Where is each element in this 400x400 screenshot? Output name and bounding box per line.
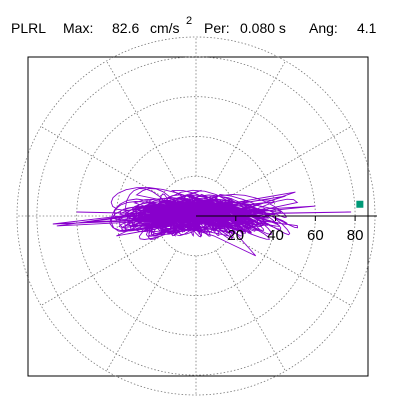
per-value: 0.080 s <box>240 20 286 36</box>
grid-spoke-330 <box>230 235 352 306</box>
radial-tick-label-40: 40 <box>267 227 284 244</box>
radial-tick-label-80: 80 <box>347 227 364 244</box>
radial-axis: 20 40 60 80 <box>196 215 377 244</box>
per-label: Per: <box>204 20 230 36</box>
peak-marker <box>356 200 364 208</box>
grid-spoke-30 <box>230 126 352 197</box>
radial-tick-label-60: 60 <box>307 227 324 244</box>
radial-tick-label-20: 20 <box>227 227 244 244</box>
max-unit: cm/s <box>150 20 180 36</box>
station-code: PLRL <box>11 20 47 36</box>
ang-value: 4.1 <box>357 20 377 36</box>
grid-spoke-300 <box>215 250 286 372</box>
grid-spoke-60 <box>215 60 286 182</box>
max-unit-exponent: 2 <box>186 15 193 27</box>
max-label: Max: <box>63 20 94 36</box>
max-value: 82.6 <box>112 20 140 36</box>
grid-spoke-150 <box>40 126 162 197</box>
grid-spoke-240 <box>106 250 177 372</box>
header-bar: PLRL Max: 82.6 cm/s 2 Per: 0.080 s Ang: … <box>0 0 400 50</box>
trace-path <box>52 187 352 257</box>
peak-marker-group <box>356 200 364 208</box>
grid-spoke-210 <box>40 235 162 306</box>
ang-label: Ang: <box>309 20 338 36</box>
grid-spoke-120 <box>106 60 177 182</box>
motion-trace <box>52 187 352 257</box>
